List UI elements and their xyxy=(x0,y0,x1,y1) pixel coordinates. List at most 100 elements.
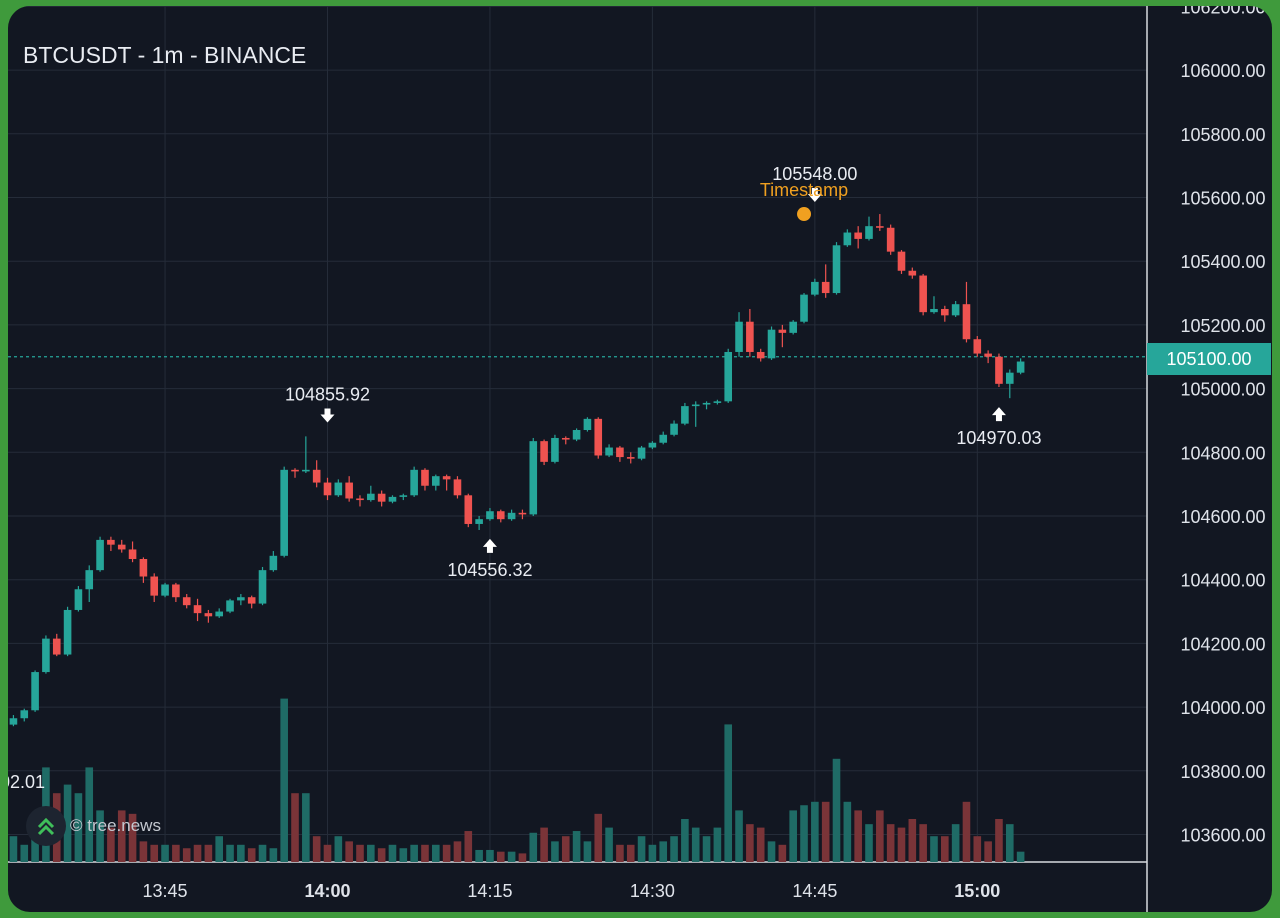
candle xyxy=(280,469,288,556)
volume-bar xyxy=(453,841,462,862)
volume-bar xyxy=(302,793,310,862)
arrow-up-icon xyxy=(482,538,497,553)
candle xyxy=(551,437,559,462)
candle xyxy=(226,600,234,612)
volume-bar xyxy=(518,853,527,862)
volume-bar xyxy=(637,836,646,862)
candle xyxy=(583,418,592,431)
y-tick-label: 103600.00 xyxy=(1180,826,1265,846)
candle xyxy=(269,555,278,571)
candle xyxy=(626,457,635,459)
volume-bar xyxy=(464,831,473,862)
volume-bar xyxy=(951,824,960,862)
candle xyxy=(616,447,624,458)
candle xyxy=(345,482,353,499)
price-chart[interactable]: 106200.00 106000.00 105800.00 105600.00 1054… xyxy=(8,6,1272,912)
candle xyxy=(973,339,982,354)
candle xyxy=(410,469,418,496)
volume-bar xyxy=(204,844,213,862)
volume-bar xyxy=(670,836,678,862)
candle xyxy=(399,495,408,497)
volume-bar xyxy=(962,801,971,862)
volume-bar xyxy=(713,827,722,862)
volume-bar xyxy=(854,810,862,862)
candle xyxy=(724,351,733,402)
candle xyxy=(713,401,722,403)
candle xyxy=(475,519,483,524)
y-tick-label: 106200.00 xyxy=(1180,6,1265,17)
candle xyxy=(31,672,39,711)
candle xyxy=(670,423,678,435)
volume-bar xyxy=(551,841,559,862)
volume-bar xyxy=(312,836,321,862)
volume-bar xyxy=(843,801,852,862)
volume-bar xyxy=(919,824,927,862)
candle xyxy=(291,469,299,472)
candle xyxy=(984,353,992,357)
candle xyxy=(1005,372,1014,384)
volume-bar xyxy=(410,844,418,862)
x-tick-label: 14:30 xyxy=(630,881,675,901)
arrow-down-icon xyxy=(320,408,335,423)
volume-bar xyxy=(583,841,592,862)
candle xyxy=(9,718,18,725)
price-annotation: 104855.92 xyxy=(285,384,370,404)
arrow-down-icon xyxy=(807,188,822,203)
x-tick-label: 15:00 xyxy=(954,881,1000,901)
candle xyxy=(605,447,613,456)
volume-bar xyxy=(442,844,451,862)
candle xyxy=(312,469,321,483)
volume-bar xyxy=(681,819,689,862)
arrow-up-icon xyxy=(991,407,1006,422)
volume-bar xyxy=(139,841,148,862)
candle xyxy=(453,479,462,496)
y-tick-label: 104400.00 xyxy=(1180,571,1265,591)
candle xyxy=(811,281,819,295)
candle xyxy=(161,584,169,596)
candle xyxy=(876,226,884,228)
volume-bar xyxy=(237,844,245,862)
volume-bar xyxy=(334,836,343,862)
candle xyxy=(919,275,927,313)
candle xyxy=(496,511,505,520)
volume-bar xyxy=(475,849,483,862)
volume-bar xyxy=(659,841,668,862)
candle xyxy=(518,512,527,515)
candle xyxy=(486,511,494,520)
candle xyxy=(85,570,94,590)
volume-bar xyxy=(540,827,548,862)
candle xyxy=(778,329,787,333)
candle xyxy=(20,710,29,719)
volume-bar xyxy=(345,841,353,862)
y-tick-label: 103800.00 xyxy=(1180,762,1265,782)
candle xyxy=(637,447,646,459)
volume-bar xyxy=(172,844,180,862)
timestamp-dot xyxy=(797,207,812,222)
brand-watermark: © tree.news xyxy=(26,806,161,846)
candle xyxy=(930,308,938,313)
candle xyxy=(193,605,202,614)
volume-bar xyxy=(605,827,613,862)
candle xyxy=(941,308,949,316)
y-tick-label: 104200.00 xyxy=(1180,634,1265,654)
candle xyxy=(377,493,386,502)
volume-bar xyxy=(356,844,364,862)
volume-bar xyxy=(529,832,538,862)
volume-bar xyxy=(269,848,278,862)
volume-bar xyxy=(323,844,332,862)
candle xyxy=(302,469,310,472)
price-annotation: 02.01 xyxy=(8,772,45,792)
candle xyxy=(832,245,841,294)
y-tick-label: 104600.00 xyxy=(1180,507,1265,527)
candle xyxy=(529,441,538,515)
volume-bar xyxy=(128,813,137,862)
volume-bar xyxy=(767,841,776,862)
candle xyxy=(908,270,917,276)
x-tick-label: 14:15 xyxy=(467,881,512,901)
candle xyxy=(215,611,223,617)
volume-bar xyxy=(876,810,884,862)
volume-bar xyxy=(756,827,765,862)
volume-bar xyxy=(778,844,787,862)
candle xyxy=(150,576,159,596)
candle xyxy=(464,495,473,524)
